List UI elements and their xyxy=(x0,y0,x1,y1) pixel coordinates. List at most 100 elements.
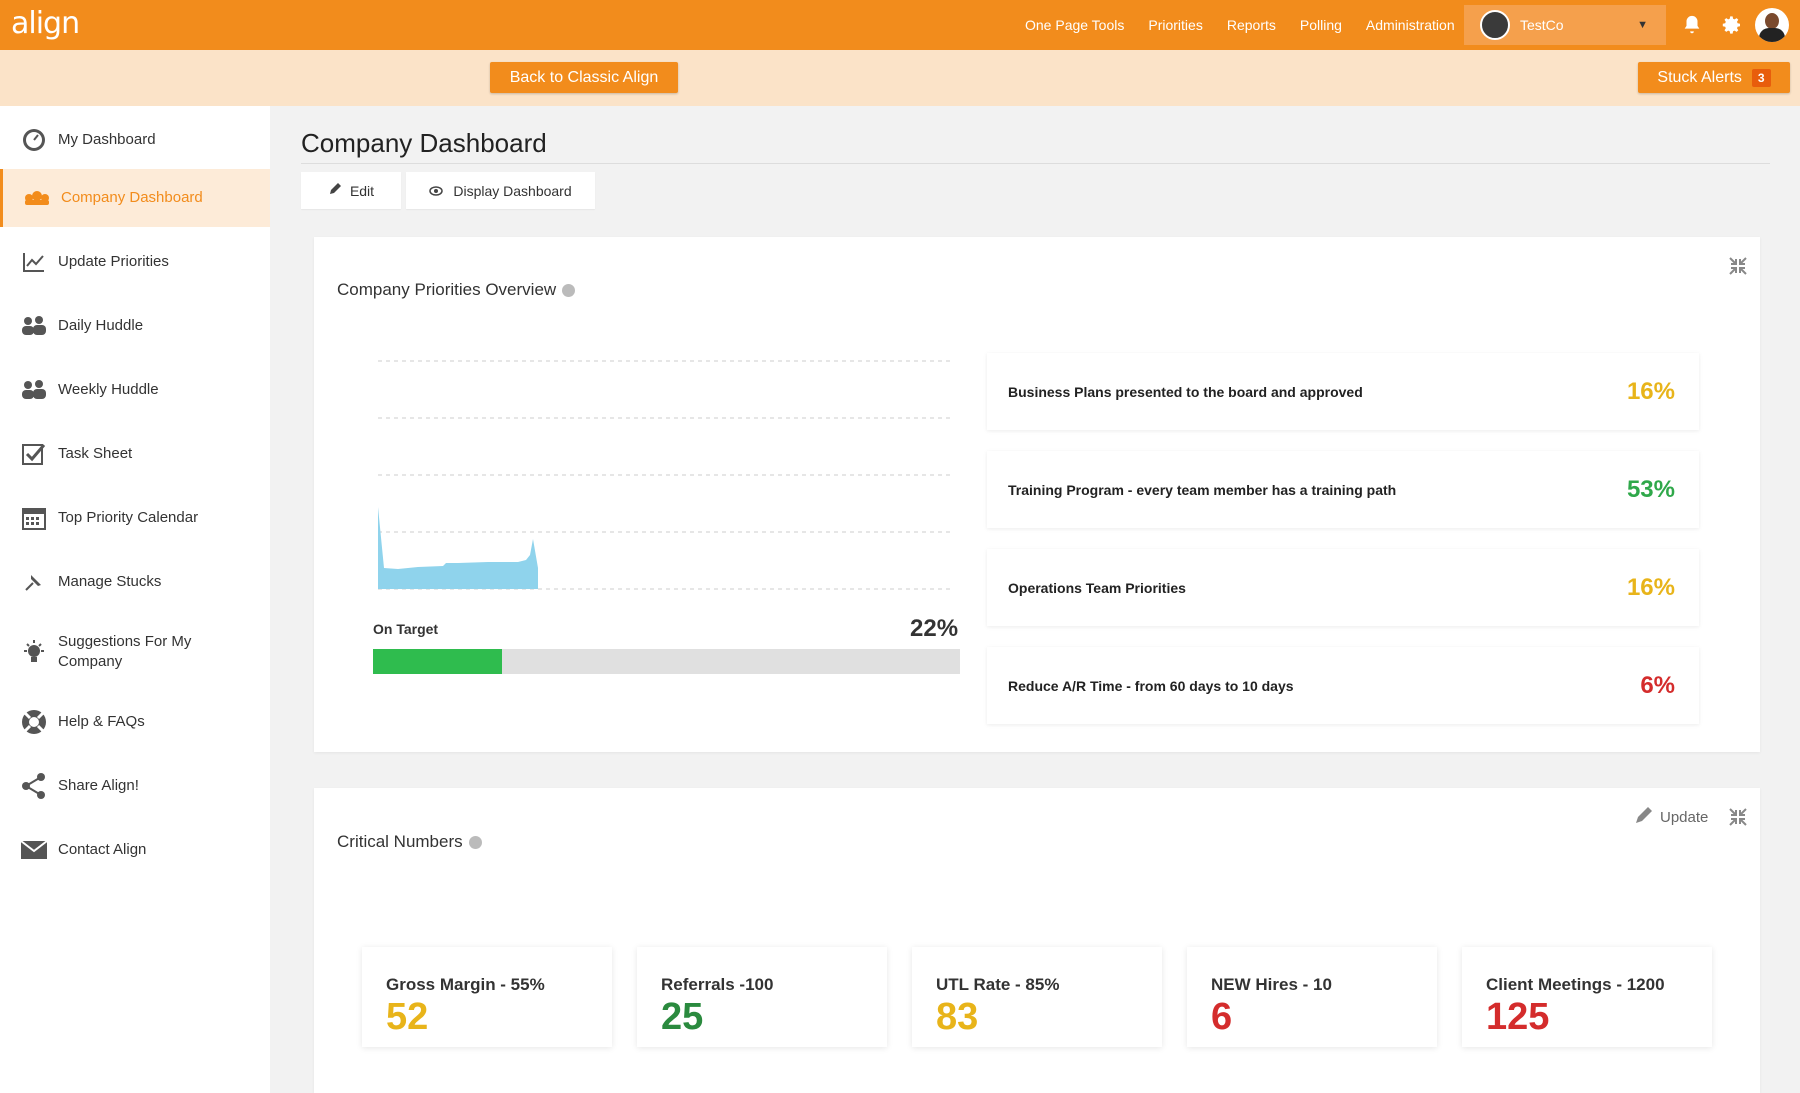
priority-label: Reduce A/R Time - from 60 days to 10 day… xyxy=(1008,677,1294,694)
priority-row[interactable]: Training Program - every team member has… xyxy=(987,451,1699,528)
on-target-progress-bar xyxy=(373,649,960,674)
critical-number-value: 83 xyxy=(936,996,979,1038)
priorities-area xyxy=(378,507,538,589)
critical-number-card[interactable]: Gross Margin - 55% 52 xyxy=(362,947,612,1047)
critical-number-card[interactable]: Client Meetings - 1200 125 xyxy=(1462,947,1712,1047)
priority-row[interactable]: Operations Team Priorities 16% xyxy=(987,549,1699,626)
sidebar-item-label: Share Align! xyxy=(58,777,139,794)
nav-polling[interactable]: Polling xyxy=(1299,17,1342,33)
pin-icon xyxy=(20,568,48,596)
sidebar-item-label: My Dashboard xyxy=(58,131,156,148)
critical-number-card[interactable]: NEW Hires - 10 6 xyxy=(1187,947,1437,1047)
priority-percent: 53% xyxy=(1626,475,1675,503)
sidebar-item-top-priority-calendar[interactable]: Top Priority Calendar xyxy=(0,489,270,547)
critical-number-label: Client Meetings - 1200 xyxy=(1486,975,1665,994)
sidebar-item-label: Manage Stucks xyxy=(58,573,162,590)
sub-bar: Back to Classic Align Stuck Alerts 3 xyxy=(0,50,1800,106)
edit-label: Edit xyxy=(349,182,375,199)
critical-numbers-title-text: Critical Numbers xyxy=(337,832,463,851)
priority-percent: 6% xyxy=(1640,671,1675,699)
update-button[interactable]: Update xyxy=(1634,805,1708,829)
top-navbar: align One Page Tools Priorities Reports … xyxy=(0,0,1800,50)
share-icon xyxy=(20,772,48,800)
nav-one-page-tools[interactable]: One Page Tools xyxy=(1025,17,1125,33)
critical-number-label: Gross Margin - 55% xyxy=(386,975,545,994)
company-selector[interactable]: TestCo ▼ xyxy=(1464,5,1666,45)
display-dashboard-button[interactable]: Display Dashboard xyxy=(406,172,595,209)
priorities-overview-title: Company Priorities Overview xyxy=(337,280,576,300)
sidebar-item-help-faqs[interactable]: Help & FAQs xyxy=(0,693,270,751)
user-avatar[interactable] xyxy=(1755,8,1789,42)
bell-icon[interactable] xyxy=(1677,10,1707,40)
collapse-icon[interactable] xyxy=(1727,806,1749,828)
gear-icon[interactable] xyxy=(1716,10,1746,40)
envelope-icon xyxy=(20,836,48,864)
display-dashboard-label: Display Dashboard xyxy=(453,182,572,199)
nav-administration[interactable]: Administration xyxy=(1365,17,1455,33)
sidebar-item-label: Help & FAQs xyxy=(58,713,145,730)
info-icon[interactable] xyxy=(468,836,482,850)
sidebar-item-label: Weekly Huddle xyxy=(58,381,159,398)
company-name: TestCo xyxy=(1520,17,1564,33)
title-divider xyxy=(301,163,1770,164)
sidebar-item-weekly-huddle[interactable]: Weekly Huddle xyxy=(0,361,270,419)
sidebar-item-company-dashboard[interactable]: Company Dashboard xyxy=(0,169,270,227)
lightbulb-icon xyxy=(20,638,48,666)
sidebar-item-label: Company Dashboard xyxy=(61,189,203,206)
sidebar-item-update-priorities[interactable]: Update Priorities xyxy=(0,233,270,291)
sidebar-item-daily-huddle[interactable]: Daily Huddle xyxy=(0,297,270,355)
back-to-classic-button[interactable]: Back to Classic Align xyxy=(490,62,678,93)
main-nav: One Page Tools Priorities Reports Pollin… xyxy=(1025,0,1479,50)
team-icon xyxy=(20,312,48,340)
nav-priorities[interactable]: Priorities xyxy=(1148,17,1203,33)
sidebar: My Dashboard Company Dashboard Update Pr… xyxy=(0,106,270,1093)
sidebar-item-contact-align[interactable]: Contact Align xyxy=(0,821,270,879)
edit-button[interactable]: Edit xyxy=(301,172,401,209)
company-group-icon xyxy=(23,184,51,212)
sidebar-item-label: Top Priority Calendar xyxy=(58,509,199,526)
sidebar-item-label: Suggestions For My Company xyxy=(58,633,192,670)
critical-number-label: UTL Rate - 85% xyxy=(936,975,1060,994)
critical-numbers-card xyxy=(314,788,1760,1093)
update-label: Update xyxy=(1660,808,1709,826)
priority-row[interactable]: Reduce A/R Time - from 60 days to 10 day… xyxy=(987,647,1699,724)
sidebar-item-share-align[interactable]: Share Align! xyxy=(0,757,270,815)
chevron-down-icon: ▼ xyxy=(1637,19,1648,31)
sidebar-item-my-dashboard[interactable]: My Dashboard xyxy=(0,111,270,169)
on-target-label: On Target xyxy=(373,621,439,637)
sidebar-item-label: Contact Align xyxy=(58,841,147,858)
sidebar-item-manage-stucks[interactable]: Manage Stucks xyxy=(0,553,270,611)
critical-number-value: 25 xyxy=(661,996,704,1038)
sidebar-item-suggestions[interactable]: Suggestions For My Company xyxy=(0,617,270,687)
priorities-overview-title-text: Company Priorities Overview xyxy=(337,280,557,299)
sidebar-item-label: Update Priorities xyxy=(58,253,169,270)
info-icon[interactable] xyxy=(562,284,576,298)
critical-number-label: Referrals -100 xyxy=(661,975,774,994)
critical-number-value: 52 xyxy=(386,996,429,1038)
sidebar-item-label: Daily Huddle xyxy=(58,317,144,334)
page-title: Company Dashboard xyxy=(301,128,547,158)
team-icon xyxy=(20,376,48,404)
stuck-alerts-count-badge: 3 xyxy=(1751,68,1771,87)
stuck-alerts-button[interactable]: Stuck Alerts 3 xyxy=(1638,62,1790,93)
priority-label: Operations Team Priorities xyxy=(1008,579,1186,596)
company-avatar xyxy=(1480,10,1510,40)
checkbox-icon xyxy=(20,440,48,468)
collapse-icon[interactable] xyxy=(1727,255,1749,277)
nav-reports[interactable]: Reports xyxy=(1226,17,1276,33)
critical-number-card[interactable]: UTL Rate - 85% 83 xyxy=(912,947,1162,1047)
critical-numbers-title: Critical Numbers xyxy=(337,832,482,852)
critical-number-label: NEW Hires - 10 xyxy=(1211,975,1332,994)
align-logo[interactable]: align xyxy=(11,6,80,41)
line-chart-icon xyxy=(20,248,48,276)
sidebar-item-task-sheet[interactable]: Task Sheet xyxy=(0,425,270,483)
priority-row[interactable]: Business Plans presented to the board an… xyxy=(987,353,1699,430)
critical-number-card[interactable]: Referrals -100 25 xyxy=(637,947,887,1047)
priority-label: Business Plans presented to the board an… xyxy=(1008,383,1363,400)
chart-gridlines xyxy=(378,360,954,590)
calendar-icon xyxy=(20,504,48,532)
priority-label: Training Program - every team member has… xyxy=(1008,481,1397,498)
pencil-icon xyxy=(1634,805,1654,829)
lifebuoy-icon xyxy=(20,708,48,736)
critical-number-value: 6 xyxy=(1211,996,1233,1038)
